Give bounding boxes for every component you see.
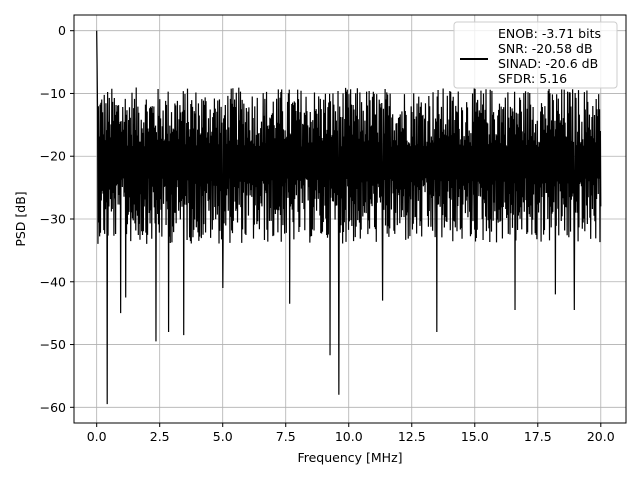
legend-enob: ENOB: -3.71 bits: [498, 26, 601, 41]
y-tick-label: 0: [58, 23, 66, 38]
legend-box: [453, 21, 618, 89]
psd-line: [96, 30, 602, 405]
x-tick-label: 20.0: [587, 429, 615, 444]
x-tick-label: 10.0: [335, 429, 363, 444]
y-axis-label: PSD [dB]: [13, 191, 28, 246]
y-tick-label: −30: [40, 212, 66, 227]
psd-series: [96, 30, 602, 405]
legend-sinad: SINAD: -20.6 dB: [498, 56, 598, 71]
y-tick-label: −40: [40, 274, 66, 289]
x-tick-label: 15.0: [461, 429, 489, 444]
y-tick-label: −50: [40, 337, 66, 352]
x-tick-label: 12.5: [398, 429, 426, 444]
x-axis: 0.0 2.5 5.0 7.5 10.0 12.5 15.0 17.5 20.0: [87, 423, 615, 444]
legend-snr: SNR: -20.58 dB: [498, 41, 593, 56]
y-tick-label: −10: [40, 86, 66, 101]
legend-sfdr: SFDR: 5.16: [498, 71, 567, 86]
legend: ENOB: -3.71 bits SNR: -20.58 dB SINAD: -…: [453, 21, 618, 89]
x-tick-label: 0.0: [87, 429, 107, 444]
y-tick-label: −20: [40, 149, 66, 164]
x-tick-label: 17.5: [524, 429, 552, 444]
x-tick-label: 7.5: [276, 429, 296, 444]
y-axis: 0 −10 −20 −30 −40 −50 −60: [40, 23, 74, 415]
x-tick-label: 5.0: [213, 429, 233, 444]
y-tick-label: −60: [40, 400, 66, 415]
x-axis-label: Frequency [MHz]: [297, 450, 402, 465]
x-tick-label: 2.5: [150, 429, 170, 444]
